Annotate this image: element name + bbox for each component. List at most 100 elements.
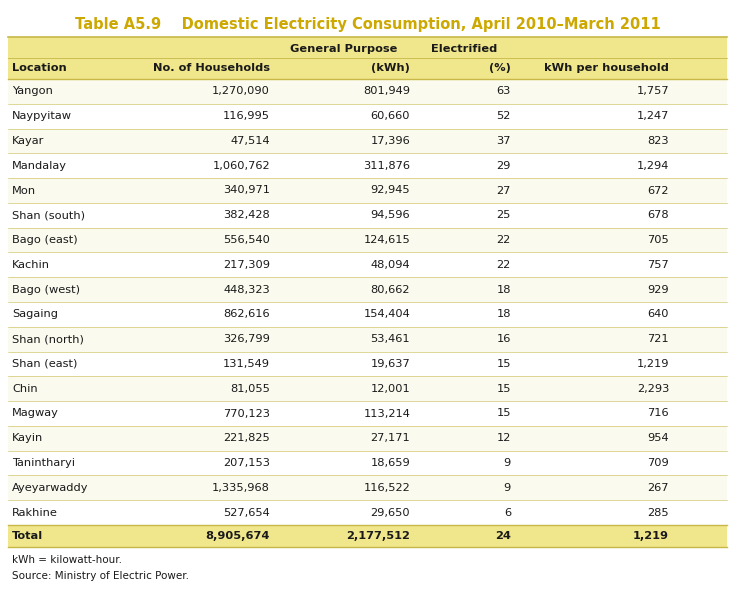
Text: No. of Households: No. of Households [153,62,270,73]
Text: 113,214: 113,214 [363,409,410,418]
Text: 929: 929 [648,284,669,295]
Bar [8,37,727,79]
Text: 448,323: 448,323 [223,284,270,295]
Text: 131,549: 131,549 [223,359,270,369]
Text: 116,522: 116,522 [364,483,410,493]
Text: Rakhine: Rakhine [12,508,58,518]
Text: 527,654: 527,654 [223,508,270,518]
Text: 1,294: 1,294 [637,161,669,171]
Text: 207,153: 207,153 [223,458,270,468]
Text: 823: 823 [648,136,669,146]
Text: 47,514: 47,514 [230,136,270,146]
Text: 29,650: 29,650 [370,508,410,518]
Text: 80,662: 80,662 [370,284,410,295]
Text: 267: 267 [648,483,669,493]
Bar [8,327,727,352]
Text: 16: 16 [497,334,511,344]
Text: 9: 9 [503,458,511,468]
Text: 340,971: 340,971 [223,186,270,196]
Text: 81,055: 81,055 [230,384,270,394]
Text: 770,123: 770,123 [223,409,270,418]
Text: Magway: Magway [12,409,59,418]
Text: 27: 27 [497,186,511,196]
Bar [8,401,727,426]
Text: 8,905,674: 8,905,674 [206,531,270,541]
Text: 705: 705 [648,235,669,245]
Text: 15: 15 [496,359,511,369]
Text: kWh per household: kWh per household [544,62,669,73]
Text: 48,094: 48,094 [370,260,410,270]
Bar [8,352,727,376]
Text: General Purpose: General Purpose [290,44,398,54]
Text: 285: 285 [648,508,669,518]
Text: 22: 22 [497,235,511,245]
Bar [8,475,727,500]
Text: 801,949: 801,949 [363,86,410,96]
Text: Tanintharyi: Tanintharyi [12,458,75,468]
Text: 27,171: 27,171 [370,433,410,443]
Text: 22: 22 [497,260,511,270]
Text: 640: 640 [648,309,669,320]
Text: Sagaing: Sagaing [12,309,58,320]
Bar [8,252,727,277]
Text: 12: 12 [497,433,511,443]
Text: 52: 52 [497,111,511,121]
Text: 1,757: 1,757 [637,86,669,96]
Bar [8,376,727,401]
Text: 15: 15 [496,384,511,394]
Text: 2,293: 2,293 [637,384,669,394]
Text: 116,995: 116,995 [223,111,270,121]
Text: 2,177,512: 2,177,512 [346,531,410,541]
Text: 1,219: 1,219 [633,531,669,541]
Text: 29: 29 [497,161,511,171]
Text: Shan (north): Shan (north) [12,334,84,344]
Bar [8,129,727,154]
Text: 12,001: 12,001 [370,384,410,394]
Bar [8,500,727,525]
Text: 678: 678 [648,210,669,220]
Bar [8,426,727,450]
Text: 672: 672 [648,186,669,196]
Bar [8,104,727,129]
Text: Bago (west): Bago (west) [12,284,80,295]
Bar [8,178,727,203]
Text: 154,404: 154,404 [364,309,410,320]
Text: Table A5.9    Domestic Electricity Consumption, April 2010–March 2011: Table A5.9 Domestic Electricity Consumpt… [75,17,660,32]
Text: 6: 6 [503,508,511,518]
Text: 63: 63 [497,86,511,96]
Text: 9: 9 [503,483,511,493]
Bar [8,450,727,475]
Text: 326,799: 326,799 [223,334,270,344]
Text: 60,660: 60,660 [370,111,410,121]
Text: (kWh): (kWh) [371,62,410,73]
Text: 1,060,762: 1,060,762 [212,161,270,171]
Text: 1,335,968: 1,335,968 [212,483,270,493]
Text: Mandalay: Mandalay [12,161,67,171]
Bar [8,525,727,547]
Bar [8,154,727,178]
Text: Yangon: Yangon [12,86,53,96]
Text: 17,396: 17,396 [370,136,410,146]
Text: Chin: Chin [12,384,37,394]
Text: 311,876: 311,876 [363,161,410,171]
Bar [8,302,727,327]
Bar [8,277,727,302]
Text: Source: Ministry of Electric Power.: Source: Ministry of Electric Power. [12,571,189,581]
Text: Total: Total [12,531,43,541]
Text: Location: Location [12,62,67,73]
Text: 25: 25 [497,210,511,220]
Text: Kayin: Kayin [12,433,43,443]
Text: 37: 37 [496,136,511,146]
Text: Electrified: Electrified [431,44,498,54]
Text: 1,219: 1,219 [637,359,669,369]
Text: 18: 18 [496,309,511,320]
Text: 1,247: 1,247 [637,111,669,121]
Text: 716: 716 [648,409,669,418]
Text: 94,596: 94,596 [370,210,410,220]
Text: Shan (south): Shan (south) [12,210,85,220]
Text: 862,616: 862,616 [223,309,270,320]
Bar [8,203,727,228]
Text: 18: 18 [496,284,511,295]
Text: Kachin: Kachin [12,260,50,270]
Text: 217,309: 217,309 [223,260,270,270]
